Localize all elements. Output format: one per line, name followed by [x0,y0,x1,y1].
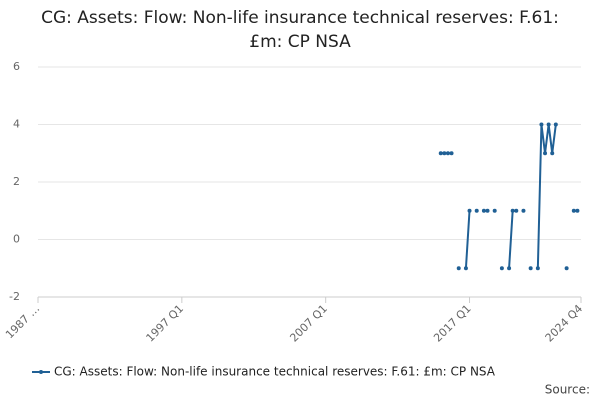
point [456,266,461,271]
x-tick-label: 1987 … [3,302,42,341]
point [575,208,580,213]
x-tick-label: 2017 Q1 [431,302,474,345]
point [535,266,540,271]
point [499,266,504,271]
point [546,122,551,127]
point [543,151,548,156]
point [510,208,515,213]
point [507,266,512,271]
point [442,151,447,156]
y-tick-label: 0 [13,233,20,246]
point [463,266,468,271]
legend-label: CG: Assets: Flow: Non-life insurance tec… [54,365,496,379]
x-tick-label: 2007 Q1 [287,302,330,345]
point [553,122,558,127]
point [571,208,576,213]
point [445,151,450,156]
point [539,122,544,127]
y-tick-label: 2 [13,175,20,188]
source: Source: [545,383,590,397]
point [438,151,443,156]
point [492,208,497,213]
series-line [440,124,578,269]
point [485,208,490,213]
x-tick-label: 2024 Q4 [543,302,586,345]
point [474,208,479,213]
point [550,151,555,156]
chart-title: CG: Assets: Flow: Non-life insurance tec… [41,8,559,52]
y-tick-label: -2 [9,290,20,303]
point [514,208,519,213]
point [528,266,533,271]
y-tick-label: 4 [13,118,20,131]
point [564,266,569,271]
point [449,151,454,156]
y-tick-label: 6 [13,60,20,73]
x-tick-label: 1997 Q1 [144,302,187,345]
point [521,208,526,213]
point [481,208,486,213]
legend-marker [39,370,43,374]
point [467,208,472,213]
